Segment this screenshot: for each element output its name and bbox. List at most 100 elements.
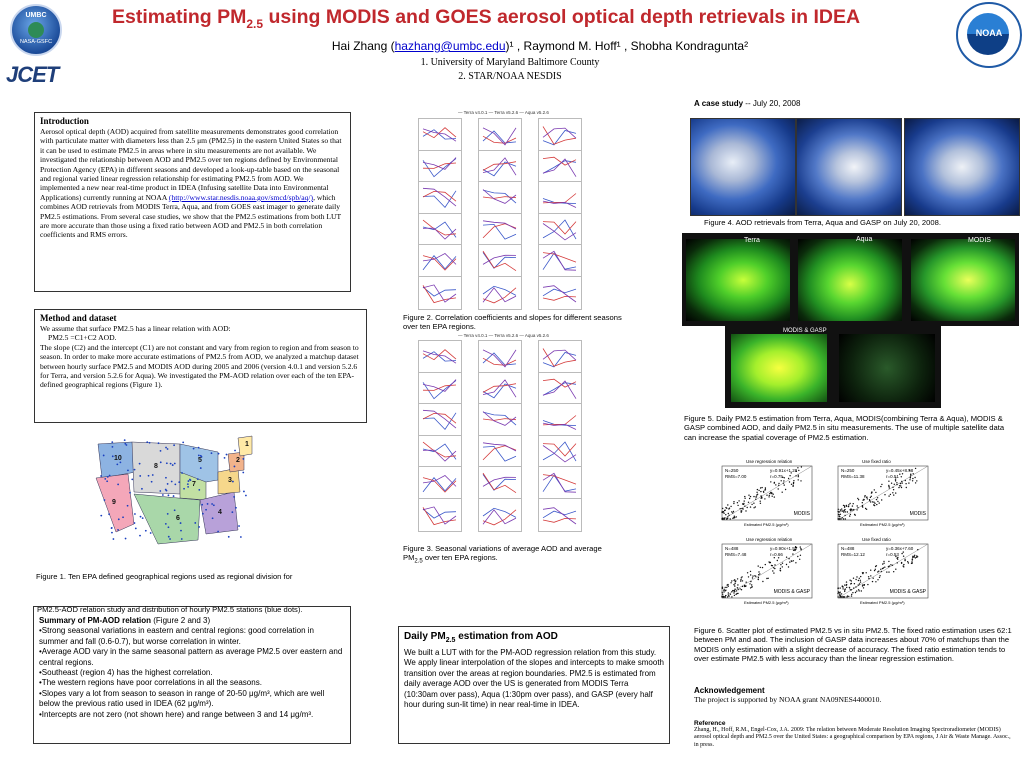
scatter-point <box>903 566 905 568</box>
region-number: 1 <box>245 441 249 448</box>
scatter-point <box>764 498 766 500</box>
mini-plot-line <box>542 252 577 263</box>
scatter-point <box>878 502 880 504</box>
scatter-point <box>759 573 761 575</box>
scatter-point <box>781 566 783 568</box>
scatter-point <box>792 560 794 562</box>
scatter-point <box>773 572 775 574</box>
scatter-point <box>839 594 841 596</box>
scatter-point <box>743 584 746 587</box>
scatter-point <box>868 577 870 580</box>
figure-1-caption-line-1: Figure 1. Ten EPA defined geographical r… <box>36 572 293 581</box>
station-dot <box>233 495 236 498</box>
scatter-point <box>790 483 793 485</box>
author-email-link[interactable]: hazhang@umbc.edu <box>394 39 506 53</box>
scatter-point <box>734 588 736 590</box>
scatter-point <box>781 562 784 564</box>
scatter-point <box>914 482 917 484</box>
scatter-point <box>844 511 847 513</box>
scatter-point <box>749 583 751 585</box>
mini-plot-line <box>542 130 577 146</box>
scatter-point <box>838 511 841 513</box>
station-dot <box>167 494 170 497</box>
mini-plot-line <box>542 250 577 271</box>
scatter-point <box>757 576 760 579</box>
scatter-point <box>852 592 854 594</box>
scatter-point <box>883 560 885 563</box>
region-number: 8 <box>154 463 158 470</box>
scatter-point <box>896 483 898 486</box>
scatter-point <box>740 589 743 591</box>
mini-plot <box>422 219 457 240</box>
scatter-point <box>735 593 737 596</box>
mini-plot-line <box>422 379 457 399</box>
scatter-point <box>837 591 840 593</box>
mini-plot-line <box>422 475 457 487</box>
mini-plot-panel <box>538 149 582 184</box>
station-dot <box>167 535 170 538</box>
scatter-point <box>759 502 762 504</box>
station-dot <box>106 476 109 478</box>
idea-link[interactable]: (http://www.star.nesdis.noaa.gov/smcd/sp… <box>168 192 314 202</box>
region-2 <box>227 451 245 473</box>
scatter-point <box>912 473 914 475</box>
station-dot <box>212 504 215 507</box>
scatter-point <box>760 497 762 499</box>
scatter-point <box>795 475 797 477</box>
scatter-r: r=0.75 <box>770 474 783 479</box>
region-1 <box>237 435 253 457</box>
scatter-point <box>795 470 797 472</box>
globe-icon <box>28 22 44 38</box>
scatter-point <box>745 581 747 583</box>
scatter-point <box>764 489 766 491</box>
noaa-logo-text: NOAA <box>975 28 1003 38</box>
scatter-point <box>843 511 845 513</box>
scatter-point <box>895 492 897 494</box>
scatter-point <box>914 476 916 479</box>
scatter-point <box>901 482 903 484</box>
mini-plot-line <box>542 156 577 166</box>
scatter-point <box>875 498 878 501</box>
scatter-point <box>843 509 845 512</box>
station-dot <box>169 538 171 540</box>
pm25-modis-gasp-map <box>731 334 827 402</box>
scatter-point <box>741 580 744 582</box>
scatter-n: N=250 <box>725 468 739 473</box>
scatter-point <box>733 502 735 505</box>
scatter-xlabel: Estimated PM2.5 (μg/m³) <box>744 600 789 605</box>
pm25-label-aqua: Aqua <box>856 236 873 243</box>
scatter-point <box>764 563 766 566</box>
scatter-point <box>866 496 868 499</box>
scatter-point <box>721 587 723 589</box>
scatter-point <box>858 577 860 579</box>
station-dot <box>210 452 213 455</box>
scatter-point <box>787 566 790 568</box>
scatter-point <box>842 504 845 507</box>
noaa-bird-icon <box>967 13 1009 55</box>
scatter-point <box>840 593 843 595</box>
scatter-point <box>873 501 875 503</box>
scatter-point <box>721 591 723 594</box>
scatter-point <box>773 496 775 498</box>
scatter-point <box>731 580 733 582</box>
scatter-point <box>781 491 783 493</box>
scatter-point <box>784 488 787 491</box>
scatter-point <box>735 580 737 582</box>
figure-1-caption-line-2: PM2.5-AOD relation study and distributio… <box>37 605 303 614</box>
mini-plot-panel <box>538 466 582 500</box>
scatter-point <box>866 498 868 500</box>
mini-plot-panel <box>418 212 462 247</box>
scatter-point <box>736 502 739 504</box>
scatter-point <box>779 567 782 570</box>
figure-3-panels <box>406 340 594 535</box>
scatter-point <box>878 576 881 579</box>
station-dot <box>166 483 169 485</box>
summary-bullet: •Strong seasonal variations in eastern a… <box>39 626 314 646</box>
pm25-modis-map <box>911 239 1015 321</box>
scatter-point <box>880 485 882 488</box>
scatter-point <box>756 488 759 491</box>
scatter-point <box>913 555 915 557</box>
scatter-point <box>797 476 799 478</box>
station-dot <box>178 481 181 484</box>
figure-6-caption: Figure 6. Scatter plot of estimated PM2.… <box>694 626 1012 664</box>
